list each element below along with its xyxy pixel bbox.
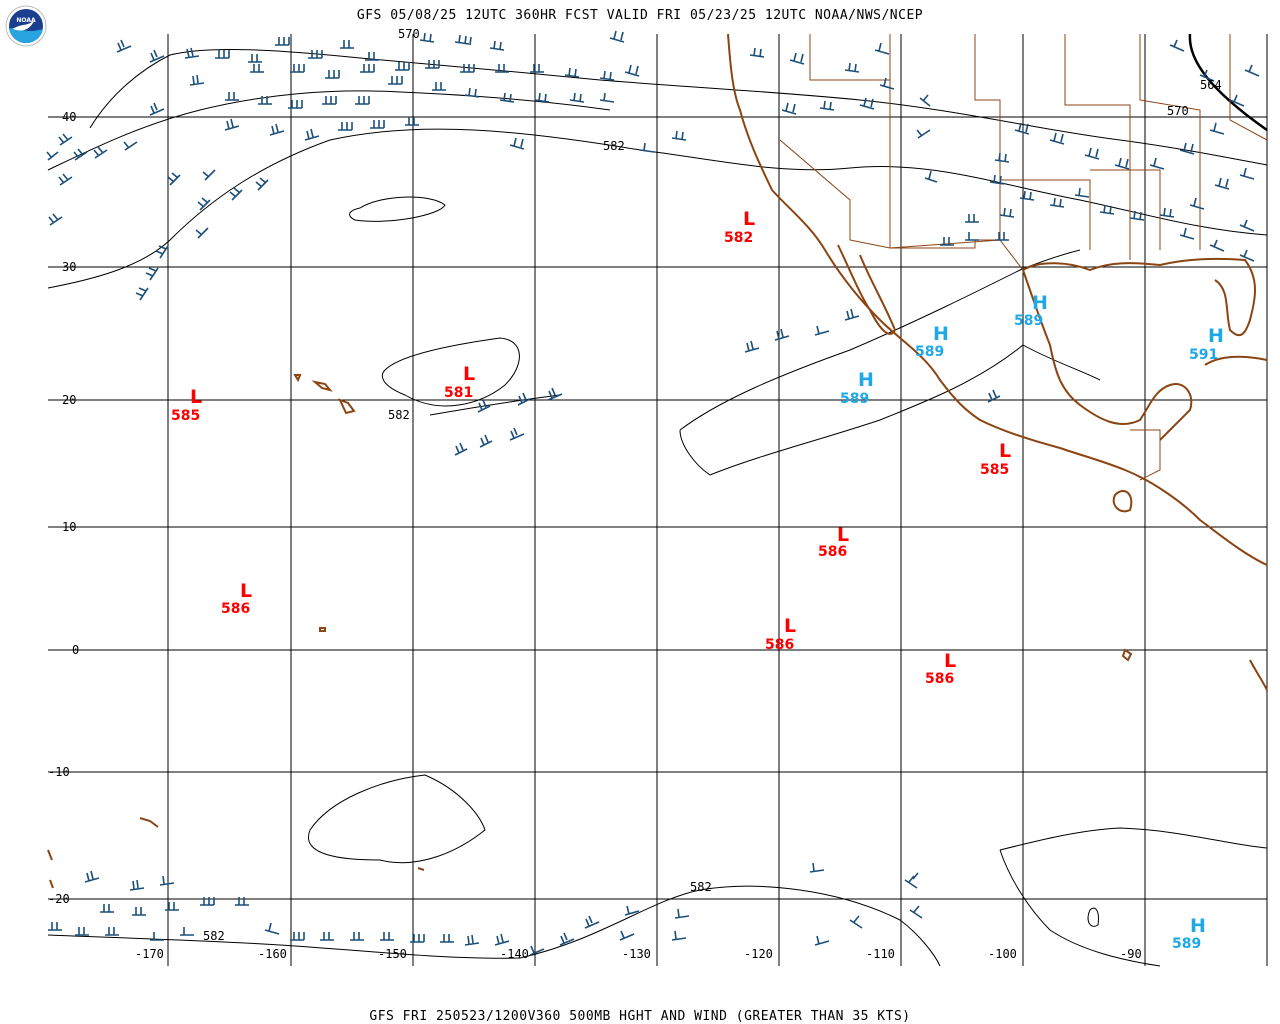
low-marker: L: [944, 650, 956, 672]
low-marker: L: [837, 524, 849, 546]
lat-label: -10: [48, 765, 70, 779]
high-marker: H: [1208, 325, 1224, 347]
contour-label: 570: [1167, 104, 1189, 118]
latitude-labels: 40 30 20 10 0 -10 -20: [48, 110, 79, 906]
high-marker: H: [1190, 915, 1206, 937]
high-marker: H: [1032, 292, 1048, 314]
lon-label: -150: [378, 947, 407, 961]
map-caption: GFS FRI 250523/1200V360 500MB HGHT AND W…: [369, 1009, 911, 1024]
map-title: GFS 05/08/25 12UTC 360HR FCST VALID FRI …: [356, 8, 924, 23]
lon-label: -90: [1120, 947, 1142, 961]
high-value: 591: [1189, 347, 1218, 363]
wind-barbs: [46, 30, 1260, 956]
lon-label: -120: [744, 947, 773, 961]
lon-label: -100: [988, 947, 1017, 961]
contour-label: 564: [1200, 78, 1222, 92]
longitude-labels: -170 -160 -150 -140 -130 -120 -110 -100 …: [135, 947, 1142, 961]
lat-label: 10: [62, 520, 76, 534]
high-marker: H: [933, 323, 949, 345]
low-pressure-centers: L 582 L 581 L 585 L 586 L 586 L 586 L 58…: [171, 208, 1011, 687]
low-marker: L: [999, 440, 1011, 462]
logo-text: NOAA: [16, 17, 36, 24]
lat-label: 0: [72, 643, 79, 657]
contour-label: 582: [690, 880, 712, 894]
low-marker: L: [743, 208, 755, 230]
lat-label: 30: [62, 260, 76, 274]
lon-label: -110: [866, 947, 895, 961]
lat-label: 40: [62, 110, 76, 124]
high-value: 589: [1014, 313, 1043, 329]
high-marker: H: [858, 369, 874, 391]
political-borders: [779, 34, 1268, 481]
low-value: 586: [925, 671, 954, 687]
lat-lon-grid: [48, 34, 1268, 966]
high-value: 589: [840, 391, 869, 407]
lon-label: -170: [135, 947, 164, 961]
low-marker: L: [463, 363, 475, 385]
low-value: 585: [980, 462, 1009, 478]
low-value: 586: [765, 637, 794, 653]
contour-label: 570: [398, 27, 420, 41]
lon-label: -160: [258, 947, 287, 961]
low-marker: L: [240, 580, 252, 602]
low-value: 581: [444, 385, 473, 401]
low-value: 586: [818, 544, 847, 560]
low-value: 582: [724, 230, 753, 246]
high-value: 589: [915, 344, 944, 360]
contour-labels: 570 582 582 582 582 570 564: [203, 27, 1222, 943]
lat-label: -20: [48, 892, 70, 906]
noaa-logo: NOAA: [5, 5, 47, 47]
contour-label: 582: [388, 408, 410, 422]
lon-label: -130: [622, 947, 651, 961]
lon-label: -140: [500, 947, 529, 961]
low-value: 586: [221, 601, 250, 617]
coastlines: [47, 33, 1268, 889]
high-pressure-centers: H 589 H 589 H 589 H 591 H 589: [840, 292, 1224, 952]
low-marker: L: [190, 386, 202, 408]
low-value: 585: [171, 408, 200, 424]
contour-label: 582: [603, 139, 625, 153]
contour-label: 582: [203, 929, 225, 943]
high-value: 589: [1172, 936, 1201, 952]
lat-label: 20: [62, 393, 76, 407]
low-marker: L: [784, 615, 796, 637]
